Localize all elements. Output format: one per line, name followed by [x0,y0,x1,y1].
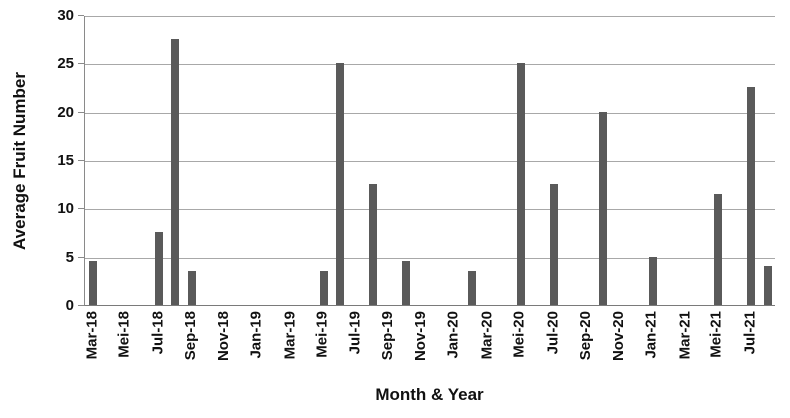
bar-Mei-19 [320,271,328,305]
x-tick-label-Sep-19: Sep-19 [379,311,396,361]
x-tick-label-Nov-20: Nov-20 [610,311,627,362]
bar-Agu-19 [369,184,377,305]
y-axis-title: Average Fruit Number [10,72,29,250]
y-tick-label-30: 30 [57,7,74,24]
bar-Mei-20 [517,63,525,305]
x-tick-label-Mei-20: Mei-20 [511,311,528,358]
x-tick-label-Jan-20: Jan-20 [445,311,462,359]
y-axis-tick-20 [78,112,84,113]
bar-Sep-18 [188,271,196,305]
x-tick-label-Mei-19: Mei-19 [314,311,331,358]
bar-Mei-21 [714,194,722,305]
x-tick-label-Jul-19: Jul-19 [346,311,363,355]
gridline-y-5 [85,258,775,259]
bar-Agu-21 [764,266,772,305]
y-tick-label-15: 15 [57,152,74,169]
y-axis-tick-25 [78,63,84,64]
x-tick-label-Mei-18: Mei-18 [116,311,133,358]
gridline-y-30 [85,16,775,17]
x-tick-label-Nov-18: Nov-18 [215,311,232,362]
bar-Mar-18 [89,261,97,305]
y-tick-label-20: 20 [57,104,74,121]
bar-Jul-20 [550,184,558,305]
bar-Agu-18 [171,39,179,305]
y-tick-label-0: 0 [65,297,74,314]
x-tick-label-Jul-21: Jul-21 [741,311,758,355]
y-axis-tick-30 [78,15,84,16]
x-tick-label-Mar-18: Mar-18 [83,311,100,360]
y-tick-label-25: 25 [57,55,74,72]
x-axis-title: Month & Year [375,385,484,404]
plot-area [84,16,775,306]
x-tick-label-Mar-20: Mar-20 [478,311,495,360]
gridline-y-20 [85,113,775,114]
x-tick-label-Nov-19: Nov-19 [412,311,429,362]
y-axis-tick-0 [78,305,84,306]
bar-Jul-21 [747,87,755,305]
y-axis-tick-5 [78,257,84,258]
bar-Okt-20 [599,112,607,305]
x-tick-label-Mar-19: Mar-19 [281,311,298,360]
x-tick-label-Mei-21: Mei-21 [708,311,725,358]
y-tick-label-5: 5 [65,249,74,266]
y-axis-tick-10 [78,208,84,209]
x-tick-label-Mar-21: Mar-21 [676,311,693,360]
x-tick-label-Jul-20: Jul-20 [544,311,561,355]
bar-Feb-20 [468,271,476,305]
x-tick-label-Sep-18: Sep-18 [182,311,199,361]
y-axis-tick-15 [78,160,84,161]
bar-Jul-18 [155,232,163,305]
bar-Okt-19 [402,261,410,305]
x-tick-label-Jul-18: Jul-18 [149,311,166,355]
x-tick-label-Jan-21: Jan-21 [643,311,660,359]
gridline-y-25 [85,64,775,65]
x-tick-label-Jan-19: Jan-19 [248,311,265,359]
gridline-y-10 [85,209,775,210]
gridline-y-15 [85,161,775,162]
y-tick-label-10: 10 [57,200,74,217]
bar-Jan-21 [649,257,657,305]
bar-Jun-19 [336,63,344,305]
x-tick-label-Sep-20: Sep-20 [577,311,594,361]
